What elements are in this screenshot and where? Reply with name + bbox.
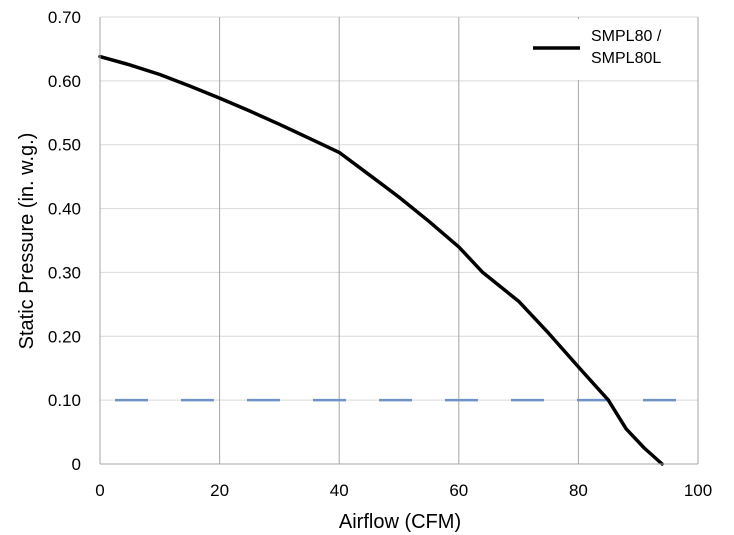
legend-label-line-1: SMPL80 /: [591, 28, 662, 45]
y-tick-label-0: 0: [72, 455, 81, 474]
grid: [100, 16, 699, 464]
x-tick-label-5: 100: [684, 481, 712, 500]
series-line-0: [98, 54, 664, 466]
x-tick-label-0: 0: [95, 481, 104, 500]
legend: SMPL80 / SMPL80L: [533, 28, 662, 67]
y-tick-label-5: 0.50: [48, 136, 81, 155]
y-tick-label-7: 0.70: [48, 8, 81, 27]
y-tick-label-1: 0.10: [48, 391, 81, 410]
y-tick-label-6: 0.60: [48, 72, 81, 91]
x-tick-label-1: 20: [210, 481, 229, 500]
tick-labels: 0 0.10 0.20 0.30 0.40 0.50 0.60 0.70 0 20 40 60 80 10…: [48, 8, 712, 500]
y-axis-title: Static Pressure (in. w.g.): [16, 133, 38, 350]
y-tick-label-4: 0.40: [48, 200, 81, 219]
x-tick-label-2: 40: [330, 481, 349, 500]
x-tick-label-4: 80: [569, 481, 588, 500]
y-tick-label-2: 0.20: [48, 327, 81, 346]
axes: [99, 17, 698, 465]
x-axis-title: Airflow (CFM): [339, 511, 461, 533]
y-tick-label-3: 0.30: [48, 263, 81, 282]
series-layer: [98, 54, 664, 466]
x-tick-label-3: 60: [449, 481, 468, 500]
legend-label-line-2: SMPL80L: [591, 50, 661, 67]
